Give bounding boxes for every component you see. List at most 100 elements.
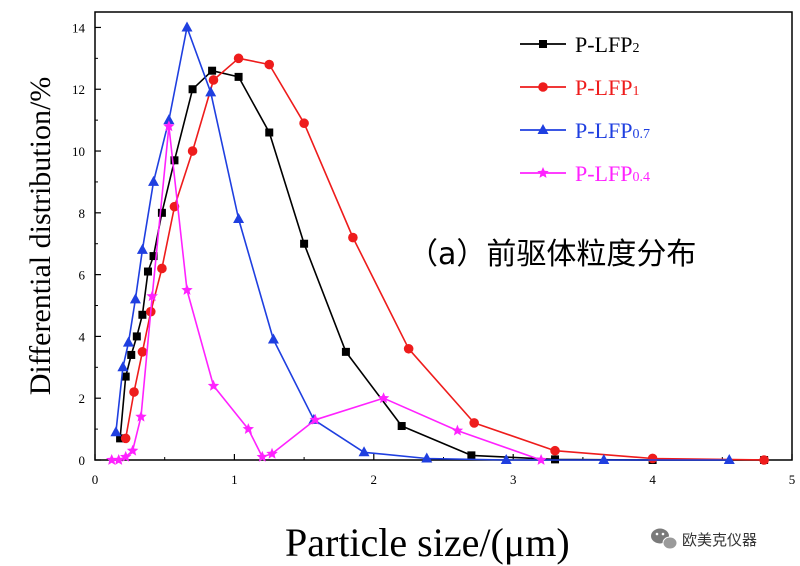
watermark-text: 欧美克仪器 bbox=[682, 531, 757, 549]
legend-label-subscript: 0.4 bbox=[632, 170, 650, 185]
legend-label-subscript: 0.7 bbox=[632, 127, 650, 142]
legend-label: P-LFP0.4 bbox=[575, 161, 650, 186]
data-point bbox=[121, 372, 130, 381]
data-point bbox=[157, 263, 167, 274]
legend-marker bbox=[537, 167, 549, 178]
data-point bbox=[137, 347, 148, 357]
data-point bbox=[723, 454, 735, 464]
legend-item: P-LFP1 bbox=[520, 75, 639, 100]
legend-item: P-LFP0.7 bbox=[520, 118, 650, 143]
x-tick-label: 2 bbox=[371, 472, 378, 487]
data-point bbox=[266, 447, 278, 459]
data-point bbox=[242, 423, 254, 434]
legend-label-subscript: 2 bbox=[632, 41, 639, 56]
data-point bbox=[550, 445, 560, 456]
data-point bbox=[148, 175, 160, 186]
legend-marker bbox=[537, 124, 549, 134]
wechat-icon bbox=[651, 528, 678, 550]
data-point bbox=[234, 72, 243, 81]
data-point bbox=[117, 361, 129, 372]
series-layer bbox=[106, 21, 769, 465]
watermark: 欧美克仪器 bbox=[651, 528, 757, 550]
data-point bbox=[421, 452, 433, 463]
data-point bbox=[233, 213, 245, 224]
legend-label: P-LFP0.7 bbox=[575, 118, 650, 143]
data-point bbox=[129, 387, 139, 397]
x-tick-label: 0 bbox=[92, 472, 99, 487]
legend-label: P-LFP2 bbox=[575, 32, 639, 57]
data-point bbox=[647, 453, 658, 464]
data-point bbox=[598, 454, 610, 464]
legend-label-subscript: 1 bbox=[632, 84, 639, 99]
data-point bbox=[170, 156, 179, 165]
data-point bbox=[135, 410, 147, 422]
data-point bbox=[146, 290, 158, 302]
legend-marker bbox=[539, 40, 547, 48]
data-point bbox=[122, 336, 134, 347]
series-p-lfp0-7 bbox=[110, 21, 735, 464]
data-point bbox=[299, 118, 309, 129]
data-point bbox=[120, 433, 131, 444]
x-tick-label: 4 bbox=[649, 472, 656, 487]
legend-label: P-LFP1 bbox=[575, 75, 639, 100]
data-point bbox=[157, 208, 166, 217]
x-tick-label: 3 bbox=[510, 472, 517, 487]
data-point bbox=[300, 239, 309, 248]
series-line bbox=[111, 125, 542, 461]
data-point bbox=[264, 59, 275, 70]
data-point bbox=[129, 293, 141, 304]
legend: P-LFP2 P-LFP1 P-LFP0.7 P-LFP0.4 bbox=[520, 32, 650, 186]
data-point bbox=[127, 350, 136, 359]
data-point bbox=[110, 426, 122, 437]
data-point bbox=[309, 413, 321, 425]
data-point bbox=[397, 422, 406, 431]
y-tick-label: 10 bbox=[72, 144, 85, 159]
data-point bbox=[208, 66, 217, 75]
data-point bbox=[143, 267, 152, 276]
y-tick-label: 8 bbox=[79, 206, 86, 221]
series-p-lfp0-4 bbox=[106, 120, 547, 465]
data-point bbox=[187, 146, 198, 156]
data-point bbox=[106, 454, 118, 465]
data-point bbox=[120, 450, 132, 462]
data-point bbox=[377, 392, 390, 404]
y-axis-title: Differential distribution/% bbox=[24, 77, 57, 396]
y-tick-label: 2 bbox=[79, 391, 86, 406]
data-point bbox=[469, 418, 479, 428]
y-tick-label: 0 bbox=[79, 453, 86, 468]
data-point bbox=[358, 446, 370, 457]
data-point bbox=[181, 21, 193, 32]
y-tick-label: 6 bbox=[79, 268, 86, 283]
data-point bbox=[126, 444, 139, 456]
series-p-lfp1 bbox=[120, 53, 769, 465]
y-tick-label: 14 bbox=[72, 20, 86, 35]
data-point bbox=[113, 454, 125, 465]
data-point bbox=[188, 85, 197, 94]
data-point bbox=[403, 343, 414, 354]
data-point bbox=[256, 450, 268, 462]
data-point bbox=[138, 310, 147, 319]
data-point bbox=[451, 424, 464, 436]
legend-item: P-LFP0.4 bbox=[520, 161, 650, 186]
x-tick-label: 5 bbox=[789, 472, 796, 487]
data-point bbox=[136, 243, 148, 254]
series-p-lfp2 bbox=[116, 66, 769, 464]
data-point bbox=[500, 454, 512, 464]
x-axis-title: Particle size/(μm) bbox=[285, 520, 570, 565]
data-point bbox=[535, 454, 547, 465]
data-point bbox=[116, 434, 125, 443]
data-point bbox=[205, 86, 217, 97]
plot-frame bbox=[94, 11, 793, 461]
y-tick-label: 12 bbox=[72, 82, 85, 97]
data-point bbox=[208, 75, 219, 85]
data-point bbox=[163, 114, 175, 125]
legend-item: P-LFP2 bbox=[520, 32, 639, 57]
data-point bbox=[149, 252, 158, 261]
data-point bbox=[759, 455, 769, 465]
y-tick-label: 4 bbox=[79, 329, 86, 344]
data-point bbox=[132, 332, 141, 341]
data-point bbox=[163, 120, 175, 132]
data-point bbox=[181, 284, 193, 295]
